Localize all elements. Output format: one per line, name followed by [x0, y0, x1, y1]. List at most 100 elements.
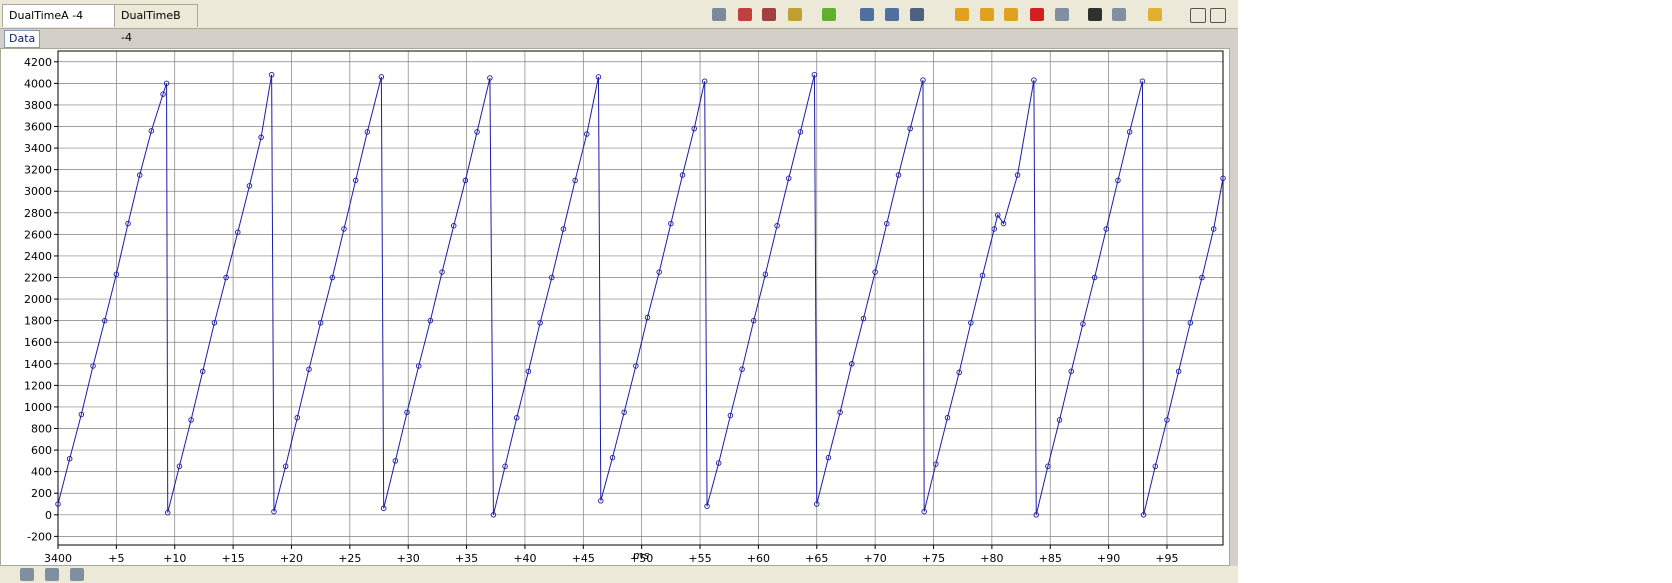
- toolbar-icon[interactable]: [885, 8, 899, 21]
- data-point: [701, 78, 708, 84]
- data-point: [537, 320, 543, 326]
- data-point: [1014, 172, 1021, 178]
- toolbar-icon[interactable]: [788, 8, 802, 21]
- data-point: [750, 317, 757, 324]
- data-point: [101, 317, 108, 324]
- toolbar-icon[interactable]: [712, 8, 726, 21]
- data-point: [427, 317, 434, 324]
- data-point: [739, 366, 745, 372]
- toolbar-icon[interactable]: [955, 8, 969, 21]
- data-point: [598, 498, 604, 504]
- toolbar-icon[interactable]: [1148, 8, 1162, 21]
- status-icon[interactable]: [20, 568, 34, 581]
- x-tick-label: +30: [397, 552, 420, 565]
- sub-tab[interactable]: Data: [4, 30, 41, 48]
- data-point: [595, 74, 602, 80]
- data-point: [378, 74, 385, 80]
- data-point: [188, 417, 194, 423]
- y-tick-label: 2600: [24, 228, 52, 241]
- y-tick-label: 800: [31, 423, 52, 436]
- data-point: [176, 463, 183, 470]
- x-tick-label: +35: [455, 552, 478, 565]
- data-point: [211, 320, 218, 326]
- maximize-button[interactable]: [1210, 8, 1226, 23]
- toolbar-icon[interactable]: [822, 8, 836, 21]
- toolbar-icon[interactable]: [860, 8, 874, 21]
- toolbar-icon[interactable]: [1055, 8, 1069, 21]
- data-point: [199, 368, 206, 375]
- status-icon[interactable]: [45, 568, 59, 581]
- data-point: [1068, 368, 1074, 375]
- minimize-button[interactable]: [1190, 8, 1206, 23]
- x-tick-label: +60: [747, 552, 770, 565]
- data-point: [811, 71, 818, 78]
- data-point: [762, 271, 769, 278]
- data-point: [1033, 512, 1039, 518]
- data-point: [549, 274, 555, 281]
- data-point: [1091, 274, 1098, 281]
- data-point: [90, 363, 96, 369]
- y-tick-label: -200: [27, 530, 52, 543]
- data-point: [921, 508, 927, 515]
- data-point: [271, 508, 277, 515]
- data-point: [1210, 226, 1217, 232]
- data-point: [294, 414, 301, 421]
- tab[interactable]: DualTimeB -4: [114, 4, 198, 44]
- data-point: [125, 220, 131, 227]
- data-point: [1031, 77, 1037, 83]
- toolbar-icon[interactable]: [1088, 8, 1102, 21]
- x-tick-label: +90: [1097, 552, 1120, 565]
- toolbar-icon[interactable]: [738, 8, 752, 21]
- x-tick-label: +95: [1155, 552, 1178, 565]
- data-point: [715, 460, 722, 466]
- x-tick-label: +75: [922, 552, 945, 565]
- data-point: [1126, 129, 1133, 135]
- data-point: [786, 175, 792, 182]
- y-tick-label: 0: [45, 509, 52, 522]
- toolbar-icon[interactable]: [1004, 8, 1018, 21]
- data-point: [584, 131, 590, 137]
- status-icon[interactable]: [70, 568, 84, 581]
- data-point: [979, 272, 986, 279]
- toolbar-icon[interactable]: [910, 8, 924, 21]
- data-point: [1115, 177, 1121, 184]
- data-point: [872, 269, 878, 275]
- data-point: [439, 269, 445, 275]
- x-tick-label: +85: [1039, 552, 1062, 565]
- data-point: [1080, 321, 1086, 327]
- toolbar-icon[interactable]: [762, 8, 776, 21]
- x-tick-label: +20: [280, 552, 303, 565]
- data-point: [1152, 463, 1159, 470]
- data-point: [920, 77, 926, 83]
- y-tick-label: 2400: [24, 250, 52, 263]
- y-tick-label: 1400: [24, 358, 52, 371]
- plot-area: -200 0 200 400 600 800 1000 1200 1400 1600 1800 200…: [0, 48, 1230, 566]
- tab-bar: DualTimeA -4 DualTimeB -4: [0, 0, 1238, 44]
- data-point: [621, 409, 627, 416]
- data-point: [727, 412, 734, 419]
- y-tick-label: 4000: [24, 77, 52, 90]
- x-tick-label: +10: [163, 552, 186, 565]
- plot-frame: [57, 50, 1224, 546]
- data-point: [956, 369, 962, 376]
- data-point: [450, 222, 457, 229]
- data-point: [474, 129, 480, 135]
- toolbar-icon[interactable]: [980, 8, 994, 21]
- data-point: [514, 414, 520, 421]
- y-tick-label: 3800: [24, 99, 52, 112]
- data-point: [633, 363, 639, 369]
- tab[interactable]: DualTimeA -4: [2, 4, 124, 27]
- status-bar: [0, 566, 1238, 583]
- data-point: [1139, 78, 1146, 84]
- data-point: [235, 229, 241, 235]
- toolbar-icon[interactable]: [1112, 8, 1126, 21]
- y-tick-label: 1600: [24, 336, 52, 349]
- data-point: [691, 125, 697, 132]
- toolbar-icon[interactable]: [1030, 8, 1044, 21]
- data-point: [1056, 417, 1063, 423]
- data-point: [415, 363, 422, 369]
- data-point: [258, 134, 264, 141]
- data-point: [1175, 368, 1182, 375]
- data-point: [704, 503, 710, 509]
- data-point: [1000, 220, 1007, 227]
